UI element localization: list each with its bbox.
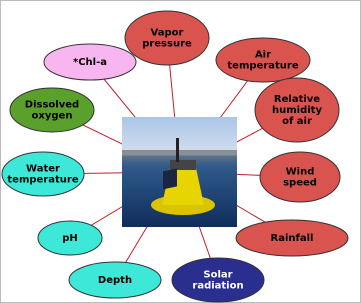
node-label: temperature <box>7 175 78 186</box>
node: *Chl-a <box>44 44 136 80</box>
diagram: VaporpressureAirtemperatureRelativehumid… <box>0 0 361 303</box>
node-label: oxygen <box>32 111 73 122</box>
node-label: temperature <box>227 61 298 72</box>
node-label: Water <box>26 164 60 175</box>
node: pH <box>38 221 102 255</box>
node-label: speed <box>283 178 317 189</box>
node-label: Wind <box>286 167 315 178</box>
node-label: of air <box>282 116 312 127</box>
node-label: pH <box>62 233 78 244</box>
node: Depth <box>69 262 161 298</box>
node: Rainfall <box>236 220 348 256</box>
node-label: Air <box>255 50 271 61</box>
node-label: radiation <box>192 281 243 292</box>
node-label: Vapor <box>151 28 184 39</box>
node-label: Solar <box>203 270 232 281</box>
node-label: humidity <box>272 105 322 116</box>
buoy-photo <box>122 117 237 227</box>
node-label: Dissolved <box>25 100 79 111</box>
node-label: Depth <box>98 275 132 286</box>
node-label: Rainfall <box>271 233 314 244</box>
node-label: Relative <box>274 94 320 105</box>
node-label: pressure <box>142 39 192 50</box>
node-label: *Chl-a <box>73 57 107 68</box>
